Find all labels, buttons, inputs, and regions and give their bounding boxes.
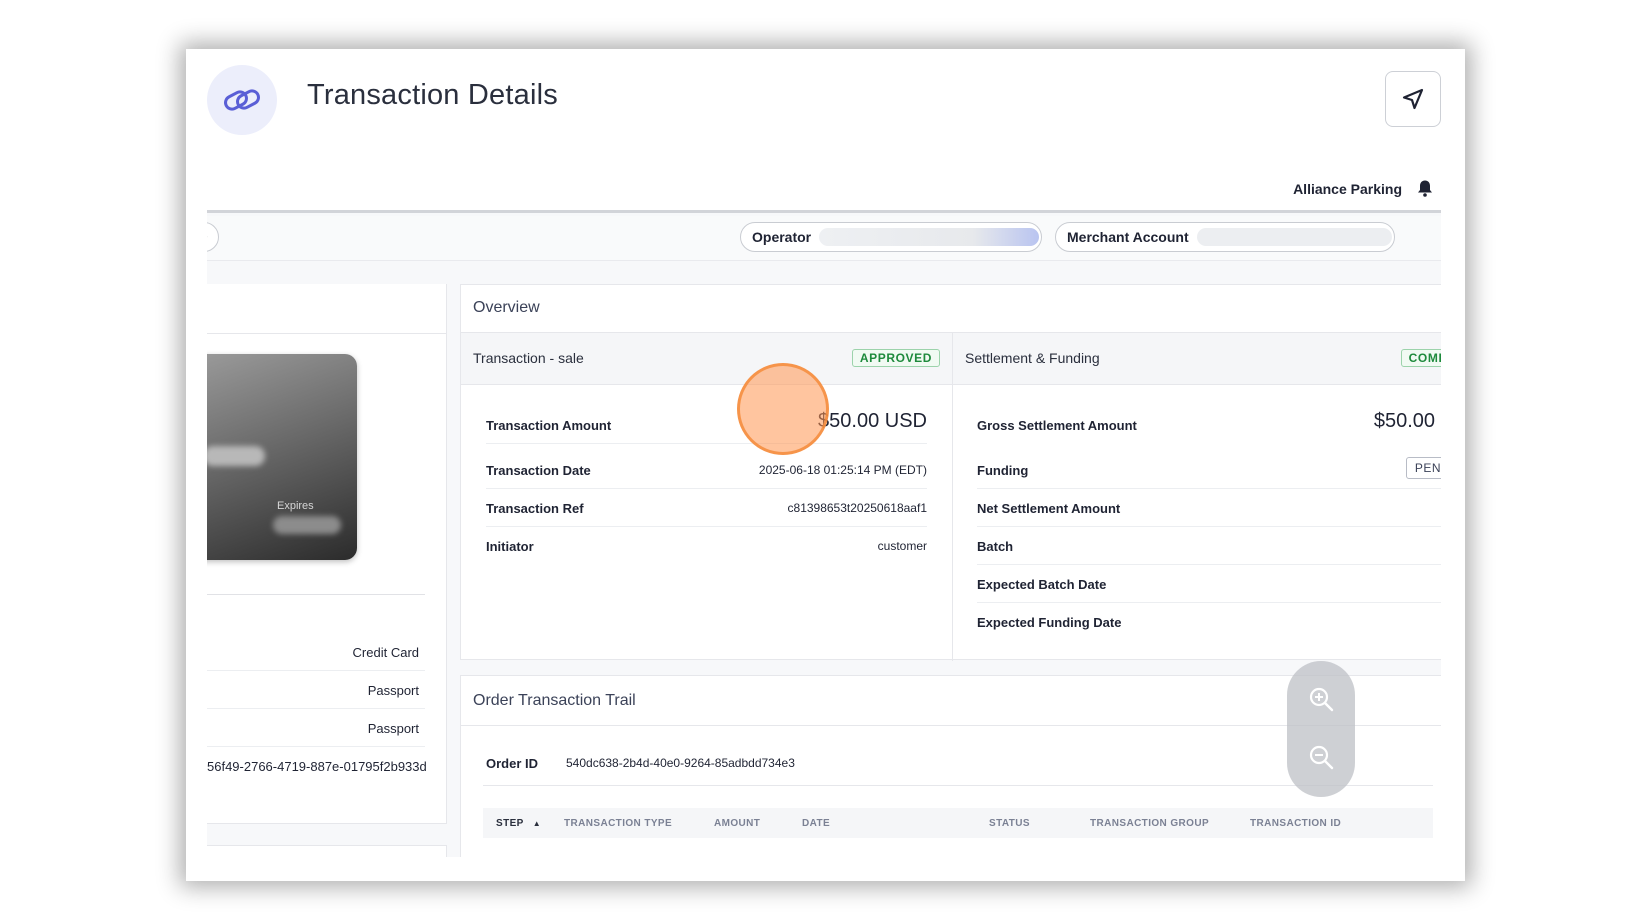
column-header-transaction-group[interactable]: TRANSACTION GROUP — [1090, 818, 1210, 829]
overview-title: Overview — [473, 299, 540, 316]
merchant-account-filter-label: Merchant Account — [1067, 229, 1189, 245]
payment-method-panel: Expires Credit Card Passport Passport 56… — [207, 284, 447, 824]
row-label: Funding — [977, 463, 1029, 478]
click-highlight — [737, 363, 829, 455]
row-label: Transaction Ref — [486, 501, 584, 516]
merchant-account-filter[interactable]: Merchant Account — [1055, 222, 1395, 252]
card-number-redacted — [207, 446, 265, 466]
settlement-header-label: Settlement & Funding — [965, 350, 1100, 366]
initiator-value: customer — [877, 539, 927, 553]
divider — [461, 332, 1441, 333]
app-topbar: Alliance Parking — [207, 165, 1441, 213]
filter-pill-partial-label: D — [207, 230, 208, 244]
status-badge-approved: APPROVED — [851, 349, 940, 367]
settlement-header: Settlement & Funding COMPL — [953, 333, 1441, 385]
zoom-out-icon — [1309, 745, 1334, 770]
row-transaction-date: Transaction Date 2025-06-18 01:25:14 PM … — [486, 451, 927, 489]
overview-panel: Overview Transaction - sale APPROVED Set… — [460, 284, 1441, 661]
row-label: Batch — [977, 539, 1014, 554]
filter-bar: D Operator Merchant Account — [207, 216, 1441, 261]
app-view: Alliance Parking D Operator Merchant Acc… — [207, 165, 1441, 857]
column-header-date[interactable]: DATE — [802, 818, 831, 829]
operator-filter[interactable]: Operator — [740, 222, 1042, 252]
row-label: Expected Batch Date — [977, 577, 1107, 592]
order-id-label: Order ID — [486, 756, 539, 771]
zoom-in-button[interactable] — [1303, 681, 1339, 717]
column-header-amount[interactable]: AMOUNT — [714, 818, 761, 829]
row-expected-batch-date: Expected Batch Date — [977, 565, 1441, 603]
status-badge-settlement: COMPL — [1400, 349, 1441, 367]
column-header-label: STEP — [496, 818, 524, 829]
left-panel-bottom — [207, 845, 447, 857]
transaction-ref-value[interactable]: c81398653t20250618aaf1 — [787, 501, 927, 515]
row-label: Gross Settlement Amount — [977, 418, 1137, 433]
divider — [207, 594, 425, 595]
org-name[interactable]: Alliance Parking — [1293, 181, 1402, 197]
row-label: Expected Funding Date — [977, 615, 1122, 630]
screenshot-frame: Transaction Details Alliance Parking D O… — [186, 49, 1465, 881]
sort-ascending-icon: ▲ — [532, 819, 542, 828]
transaction-header-label: Transaction - sale — [473, 350, 584, 366]
transaction-header: Transaction - sale APPROVED — [461, 333, 952, 385]
row-label: Transaction Amount — [486, 418, 612, 433]
filter-pill-partial[interactable]: D — [207, 222, 219, 252]
operator-filter-value-redacted — [819, 228, 1040, 246]
funding-status-badge: PENDI — [1405, 457, 1441, 479]
column-header-transaction-id[interactable]: TRANSACTION ID — [1250, 818, 1342, 829]
bell-icon[interactable] — [1417, 179, 1433, 202]
transaction-amount-value: $50.00 USD — [818, 410, 927, 432]
row-label: Transaction Date — [486, 463, 591, 478]
zoom-out-button[interactable] — [1303, 739, 1339, 775]
transaction-date-value: 2025-06-18 01:25:14 PM (EDT) — [758, 463, 927, 477]
row-funding: Funding PENDI — [977, 451, 1441, 489]
left-row-payment-type: Credit Card — [207, 633, 425, 671]
order-id-row: Order ID 540dc638-2b4d-40e0-9264-85adbdd… — [483, 750, 1433, 786]
left-row-processor: Passport — [207, 709, 425, 747]
left-row-source: Passport — [207, 671, 425, 709]
row-initiator: Initiator customer — [486, 527, 927, 565]
navigate-button[interactable] — [1385, 71, 1441, 127]
divider — [207, 333, 446, 334]
trail-title: Order Transaction Trail — [473, 692, 636, 709]
gross-settlement-value: $50.00 U — [1373, 410, 1441, 432]
navigation-arrow-icon — [1402, 88, 1424, 110]
row-label: Net Settlement Amount — [977, 501, 1121, 516]
row-label: Initiator — [486, 539, 534, 554]
column-header-status[interactable]: STATUS — [989, 818, 1030, 829]
row-batch: Batch — [977, 527, 1441, 565]
card-expiry-redacted — [273, 516, 341, 534]
page-title: Transaction Details — [307, 79, 558, 111]
row-transaction-ref: Transaction Ref c81398653t20250618aaf1 — [486, 489, 927, 527]
trail-table-header: STEP ▲ TRANSACTION TYPE AMOUNT DATE STAT… — [483, 808, 1433, 838]
operator-filter-label: Operator — [752, 229, 812, 245]
order-id-value[interactable]: 540dc638-2b4d-40e0-9264-85adbdd734e3 — [566, 756, 795, 770]
link-icon — [207, 65, 277, 135]
column-header-step[interactable]: STEP ▲ — [496, 818, 541, 829]
row-net-settlement: Net Settlement Amount — [977, 489, 1441, 527]
zoom-in-icon — [1309, 687, 1334, 712]
column-header-transaction-type[interactable]: TRANSACTION TYPE — [564, 818, 673, 829]
zoom-controls — [1287, 661, 1355, 797]
row-gross-settlement: Gross Settlement Amount $50.00 U — [977, 406, 1441, 444]
merchant-account-value-redacted — [1196, 228, 1392, 246]
column-divider — [952, 333, 953, 661]
left-row-id: 56f49-2766-4719-887e-01795f2b933d — [207, 759, 427, 774]
card-expires-label: Expires — [277, 500, 314, 512]
row-expected-funding-date: Expected Funding Date — [977, 603, 1441, 641]
divider — [461, 725, 1441, 726]
order-transaction-trail: Order Transaction Trail Order ID 540dc63… — [460, 675, 1441, 857]
row-transaction-amount: Transaction Amount $50.00 USD — [486, 406, 927, 444]
credit-card-image: Expires — [207, 354, 357, 560]
